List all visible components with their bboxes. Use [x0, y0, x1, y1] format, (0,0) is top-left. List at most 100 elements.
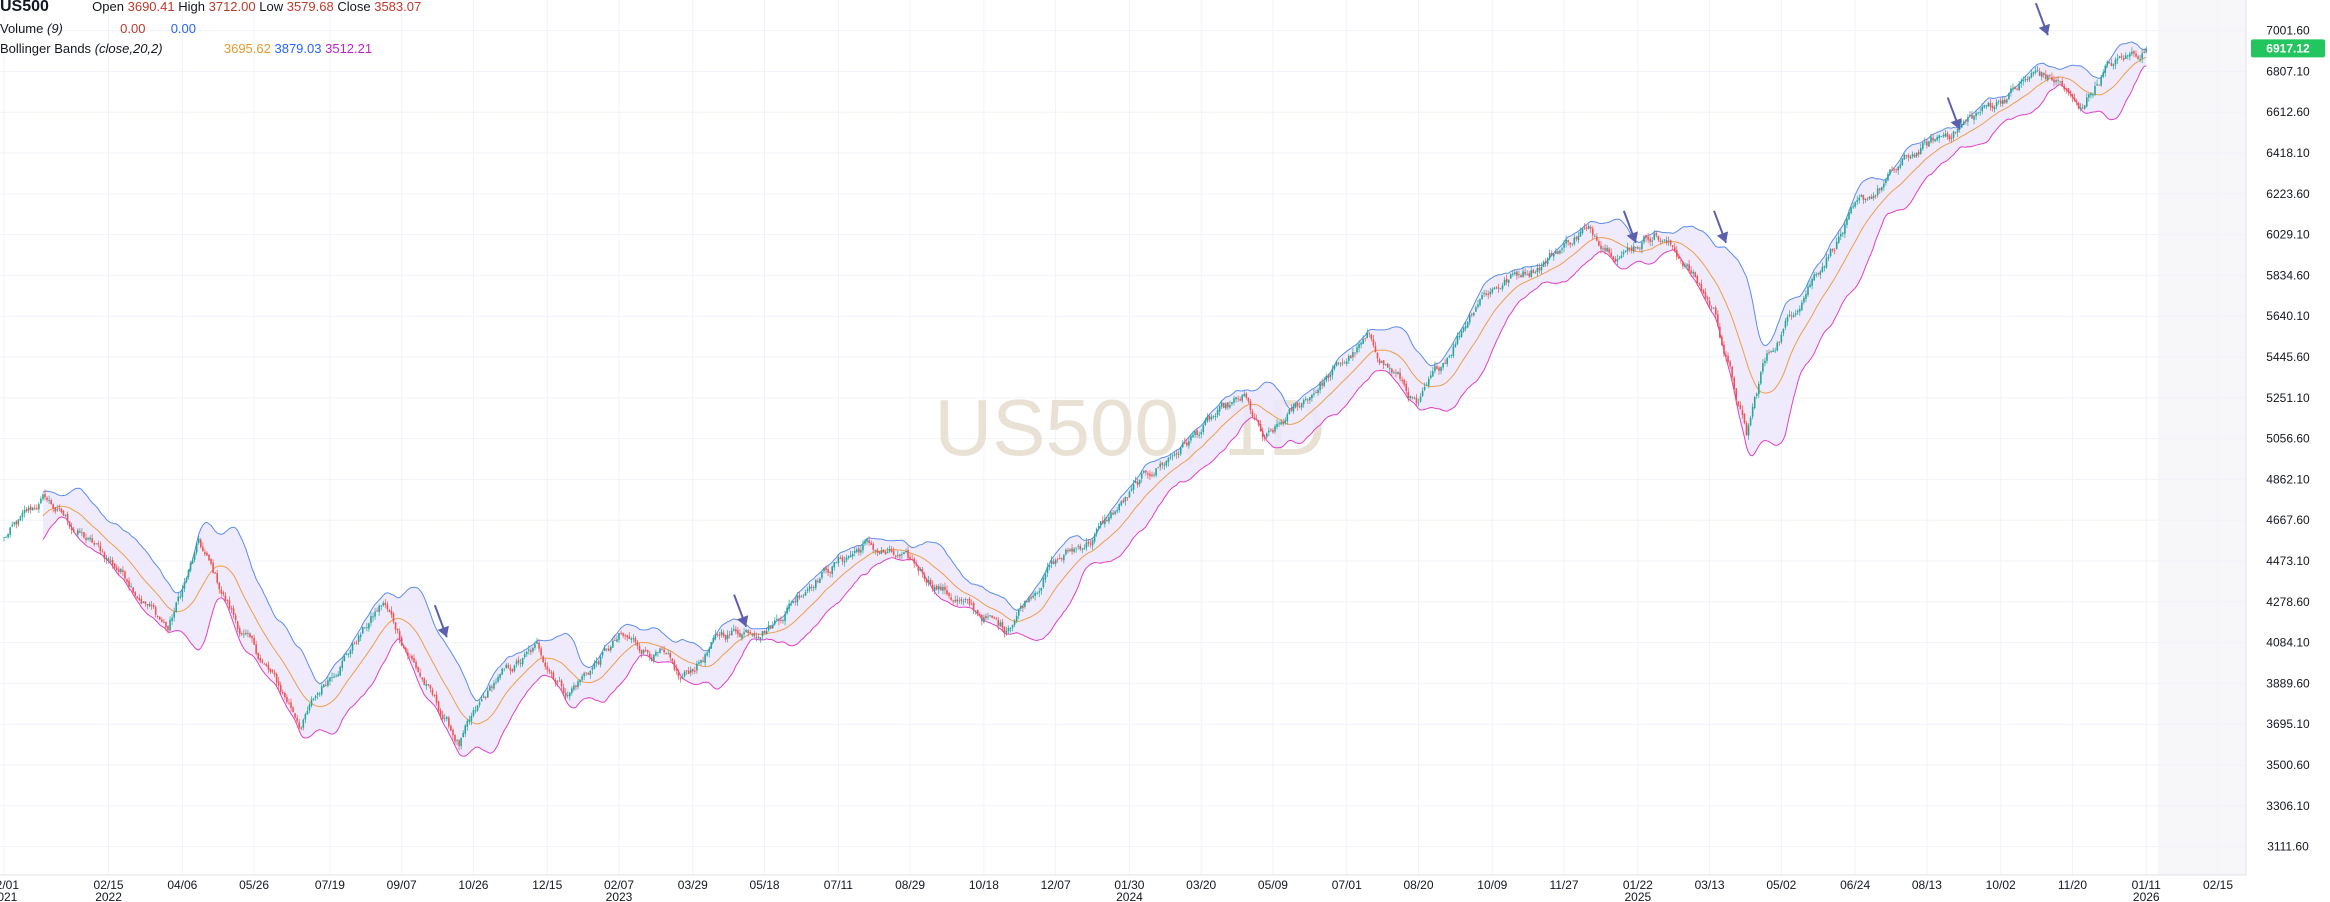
candle-body — [1436, 366, 1438, 369]
candle-body — [1181, 443, 1184, 448]
candle-body — [1364, 338, 1366, 339]
candle-body — [1829, 249, 1832, 257]
candle-body — [726, 634, 729, 640]
candle-body — [413, 658, 415, 663]
candle-body — [1913, 154, 1916, 158]
candle-body — [259, 657, 262, 662]
candle-body — [769, 626, 772, 629]
candle-body — [970, 603, 973, 605]
candle-body — [1313, 393, 1315, 395]
candle-body — [411, 656, 413, 660]
candle-body — [712, 637, 715, 643]
candle-body — [312, 698, 315, 700]
candle-body — [1778, 341, 1781, 343]
candle-body — [29, 506, 32, 510]
year-tick-label: 2021 — [0, 890, 18, 902]
candle-body — [2096, 84, 2098, 86]
symbol-name[interactable]: US500 — [0, 0, 49, 15]
candle-body — [919, 569, 922, 571]
candle-body — [42, 494, 44, 500]
annotation-arrow[interactable] — [733, 594, 749, 628]
candle-body — [152, 605, 155, 607]
candle-body — [954, 600, 956, 602]
candle-body — [1370, 334, 1373, 340]
candle-body — [87, 538, 89, 540]
candle-body — [632, 638, 635, 640]
candle-body — [1885, 179, 1887, 184]
candle-body — [1864, 198, 1867, 200]
candle-body — [1151, 474, 1153, 476]
candle-body — [1097, 526, 1100, 529]
candle-body — [1948, 135, 1951, 139]
candle-body — [1899, 164, 1902, 168]
candle-body — [146, 604, 149, 606]
time-axis[interactable]: 12/01202102/15202204/0605/2607/1909/0710… — [0, 878, 2233, 902]
candle-body — [38, 504, 40, 510]
bollinger-lower-line — [42, 65, 2147, 757]
candle-body — [2001, 100, 2004, 105]
candle-body — [1858, 197, 1861, 201]
candle-body — [466, 720, 469, 727]
candle-body — [115, 567, 118, 570]
annotation-arrow[interactable] — [1622, 210, 1638, 244]
candle-body — [1391, 368, 1393, 373]
candle-body — [1733, 377, 1735, 390]
candle-body — [1067, 550, 1069, 552]
legend-volume-row[interactable]: Volume (9) 0.00 0.00 — [0, 19, 196, 39]
candle-body — [1169, 456, 1172, 458]
candle-body — [458, 740, 460, 746]
candle-body — [2077, 103, 2080, 109]
legend-bollinger-row[interactable]: Bollinger Bands (close,20,2) 3695.62 387… — [0, 39, 372, 59]
annotation-arrow[interactable] — [1713, 210, 1729, 244]
candle-body — [1803, 297, 1805, 303]
candle-body — [1147, 473, 1149, 475]
annotation-arrow[interactable] — [1946, 97, 1962, 130]
candle-body — [1874, 195, 1877, 197]
price-tick-label: 3306.10 — [2266, 799, 2310, 813]
candle-body — [441, 714, 444, 720]
candle-body — [1032, 595, 1034, 598]
candle-body — [759, 637, 762, 640]
grid — [0, 0, 2246, 875]
annotation-arrow[interactable] — [433, 604, 449, 638]
annotation-arrow[interactable] — [2034, 2, 2050, 36]
candle-body — [1354, 352, 1356, 354]
price-tick-label: 4862.10 — [2266, 472, 2310, 486]
candle-body — [679, 677, 682, 679]
candle-body — [1001, 621, 1004, 628]
candle-body — [370, 616, 372, 624]
candle-body — [651, 657, 653, 661]
candle-body — [1505, 278, 1508, 283]
candle-body — [52, 504, 54, 509]
candle-body — [761, 631, 764, 637]
candle-body — [1881, 187, 1883, 191]
candle-body — [325, 684, 327, 686]
candle-body — [183, 582, 186, 589]
candle-body — [491, 686, 493, 688]
price-tick-label: 4473.10 — [2266, 554, 2310, 568]
candle-body — [294, 713, 296, 718]
candle-body — [263, 663, 266, 665]
candle-body — [673, 661, 676, 670]
candle-body — [124, 571, 126, 579]
candle-body — [1727, 355, 1729, 362]
candle-body — [271, 670, 274, 672]
candle-body — [1667, 240, 1670, 242]
arrow-head — [2038, 23, 2050, 36]
candle-body — [1081, 548, 1084, 550]
candle-body — [1909, 156, 1912, 159]
candle-body — [786, 607, 788, 614]
candle-body — [1165, 460, 1168, 466]
candle-body — [2065, 88, 2068, 90]
price-axis[interactable]: 7001.60 6807.10 6612.60 6418.10 6223.60 6029.… — [2266, 24, 2310, 854]
annotation-arrows[interactable] — [433, 2, 2050, 638]
price-axis-background — [2246, 0, 2330, 875]
candle-body — [1766, 353, 1768, 361]
candle-body — [1048, 565, 1051, 567]
candle-body — [405, 647, 407, 652]
candle-body — [314, 696, 317, 699]
candle-body — [1175, 453, 1178, 455]
candle-body — [1563, 243, 1565, 248]
candle-body — [177, 596, 180, 602]
